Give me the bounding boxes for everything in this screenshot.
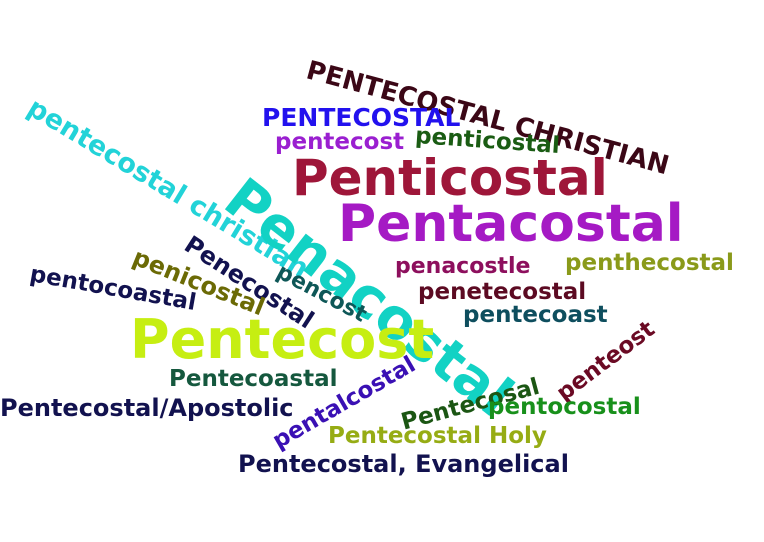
word-pentacostal: Pentacostal <box>338 194 684 254</box>
word-pentecoast: pentecoast <box>463 302 608 328</box>
word-pentecostal-upper: PENTECOSTAL <box>262 103 461 132</box>
word-pentecoastal: Pentecoastal <box>169 366 338 392</box>
word-penetecostal: penetecostal <box>418 279 587 305</box>
word-pentecostal-evangelical: Pentecostal, Evangelical <box>238 450 569 478</box>
word-penacostle: penacostle <box>395 254 531 279</box>
word-pentecostal-apostolic: Pentecostal/Apostolic <box>0 394 294 422</box>
word-pentocostal: pentocostal <box>488 394 641 420</box>
word-pentecostal-holy: Pentecostal Holy <box>328 423 547 449</box>
word-pentecost-lower: pentecost <box>275 129 405 155</box>
word-penticostal: Penticostal <box>292 149 608 207</box>
word-penteost: penteost <box>551 316 660 407</box>
word-pentecost: Pentecost <box>130 308 435 371</box>
word-penthecostal: penthecostal <box>565 250 734 276</box>
